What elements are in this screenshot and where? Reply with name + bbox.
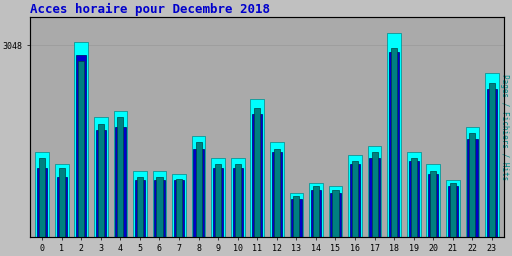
Bar xyxy=(274,149,280,237)
Bar xyxy=(272,152,282,237)
Bar xyxy=(411,158,417,237)
Bar xyxy=(153,171,166,237)
Bar xyxy=(352,161,358,237)
Bar xyxy=(94,118,108,237)
Bar xyxy=(56,177,67,237)
Bar xyxy=(232,168,243,237)
Bar xyxy=(252,114,262,237)
Bar xyxy=(98,124,104,237)
Bar xyxy=(194,149,204,237)
Bar xyxy=(409,161,419,237)
Bar xyxy=(270,143,284,237)
Bar xyxy=(74,42,88,237)
Bar xyxy=(78,61,84,237)
Bar xyxy=(115,127,125,237)
Bar xyxy=(291,199,302,237)
Bar xyxy=(487,89,497,237)
Y-axis label: Pages / Fichiers / Hits: Pages / Fichiers / Hits xyxy=(500,74,509,180)
Bar xyxy=(39,158,45,237)
Bar xyxy=(211,158,225,237)
Bar xyxy=(309,183,323,237)
Bar xyxy=(59,168,65,237)
Bar xyxy=(368,146,381,237)
Bar xyxy=(426,164,440,237)
Bar xyxy=(391,48,397,237)
Bar xyxy=(372,152,378,237)
Bar xyxy=(387,33,401,237)
Bar xyxy=(293,196,300,237)
Bar xyxy=(135,180,145,237)
Bar xyxy=(37,168,47,237)
Bar xyxy=(450,183,456,237)
Bar xyxy=(96,130,106,237)
Bar xyxy=(215,164,221,237)
Bar xyxy=(428,174,438,237)
Bar xyxy=(231,158,245,237)
Bar xyxy=(311,189,321,237)
Bar xyxy=(196,143,202,237)
Bar xyxy=(332,189,338,237)
Bar xyxy=(254,108,260,237)
Bar xyxy=(192,136,205,237)
Bar xyxy=(234,164,241,237)
Bar xyxy=(137,177,143,237)
Bar xyxy=(446,180,460,237)
Bar xyxy=(350,164,360,237)
Bar xyxy=(250,99,264,237)
Bar xyxy=(133,171,147,237)
Bar xyxy=(213,168,223,237)
Bar xyxy=(156,177,163,237)
Bar xyxy=(330,193,340,237)
Bar xyxy=(489,83,495,237)
Bar xyxy=(172,174,186,237)
Bar xyxy=(174,180,184,237)
Bar xyxy=(176,179,182,237)
Bar xyxy=(114,111,127,237)
Bar xyxy=(154,180,165,237)
Bar xyxy=(407,152,420,237)
Bar xyxy=(55,164,69,237)
Bar xyxy=(467,139,478,237)
Bar xyxy=(485,73,499,237)
Bar xyxy=(389,51,399,237)
Bar xyxy=(35,152,49,237)
Bar xyxy=(447,186,458,237)
Bar xyxy=(370,158,380,237)
Bar xyxy=(470,133,476,237)
Bar xyxy=(313,186,319,237)
Bar xyxy=(329,186,343,237)
Bar xyxy=(117,118,123,237)
Bar xyxy=(76,55,87,237)
Text: Acces horaire pour Decembre 2018: Acces horaire pour Decembre 2018 xyxy=(30,3,270,16)
Bar xyxy=(289,193,303,237)
Bar xyxy=(348,155,362,237)
Bar xyxy=(465,127,479,237)
Bar xyxy=(430,171,436,237)
